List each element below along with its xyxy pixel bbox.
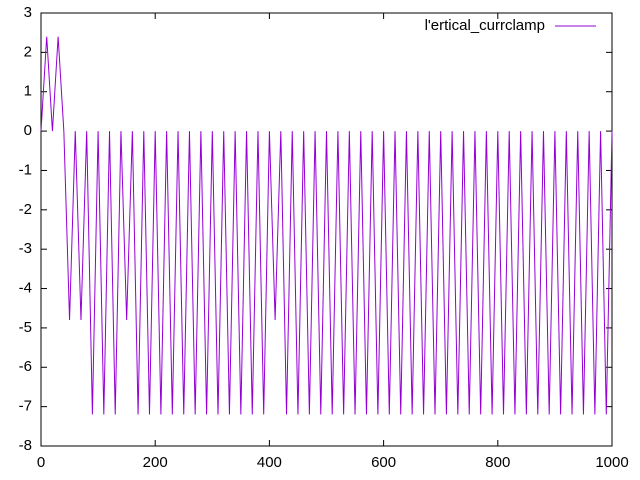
y-tick-label: -3	[19, 240, 32, 257]
x-tick-label: 200	[143, 454, 168, 471]
y-tick-label: 1	[24, 83, 32, 100]
y-tick-label: -8	[19, 437, 32, 454]
y-tick-label: -1	[19, 161, 32, 178]
y-tick-label: -6	[19, 358, 32, 375]
x-tick-label: 800	[485, 454, 510, 471]
x-tick-label: 400	[257, 454, 282, 471]
y-tick-label: 2	[24, 43, 32, 60]
y-tick-label: -5	[19, 319, 32, 336]
legend-label: l'ertical_currclamp	[425, 17, 545, 34]
x-tick-label: 1000	[595, 454, 628, 471]
y-tick-label: -4	[19, 280, 32, 297]
y-tick-label: -2	[19, 201, 32, 218]
y-tick-label: 0	[24, 122, 32, 139]
x-tick-label: 0	[37, 454, 45, 471]
x-tick-label: 600	[371, 454, 396, 471]
plot-border	[40, 12, 613, 447]
y-tick-label: -7	[19, 398, 32, 415]
y-tick-label: 3	[24, 4, 32, 21]
data-line	[40, 36, 613, 415]
